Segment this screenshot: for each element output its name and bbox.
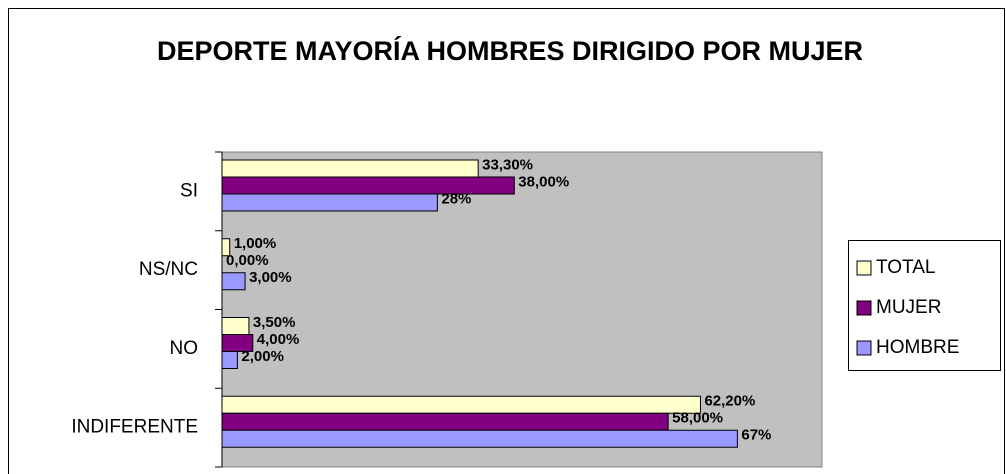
legend-label: MUJER bbox=[876, 297, 941, 318]
bar bbox=[221, 412, 669, 431]
value-label: 2,00% bbox=[241, 348, 284, 365]
legend-swatch bbox=[856, 300, 872, 316]
legend-swatch bbox=[856, 260, 872, 276]
value-label: 3,00% bbox=[249, 269, 292, 286]
y-tick-label: NS/NC bbox=[139, 259, 198, 280]
value-label: 38,00% bbox=[518, 173, 569, 190]
y-tick-label: SI bbox=[180, 180, 198, 201]
bar bbox=[221, 272, 246, 291]
value-label: 28% bbox=[441, 190, 471, 207]
bar bbox=[221, 395, 701, 414]
value-label: 67% bbox=[741, 427, 771, 444]
legend-box bbox=[848, 240, 1001, 371]
chart-title: DEPORTE MAYORÍA HOMBRES DIRIGIDO POR MUJ… bbox=[156, 36, 864, 66]
bar bbox=[221, 159, 479, 178]
value-label: 62,20% bbox=[704, 393, 755, 410]
legend-swatch bbox=[856, 340, 872, 356]
value-label: 3,50% bbox=[253, 314, 296, 331]
y-tick-label: NO bbox=[170, 338, 199, 359]
bar bbox=[221, 351, 238, 369]
value-label: 4,00% bbox=[257, 331, 300, 348]
value-label: 1,00% bbox=[234, 235, 277, 252]
legend-label: TOTAL bbox=[876, 257, 935, 278]
legend-label: HOMBRE bbox=[876, 337, 959, 358]
bar bbox=[221, 429, 738, 448]
value-label: 58,00% bbox=[672, 410, 723, 427]
value-label: 33,30% bbox=[482, 156, 533, 173]
value-label: 0,00% bbox=[226, 252, 269, 269]
bar bbox=[221, 317, 250, 335]
bar bbox=[221, 238, 231, 257]
bar bbox=[221, 193, 438, 212]
y-tick-label: INDIFERENTE bbox=[71, 417, 198, 438]
